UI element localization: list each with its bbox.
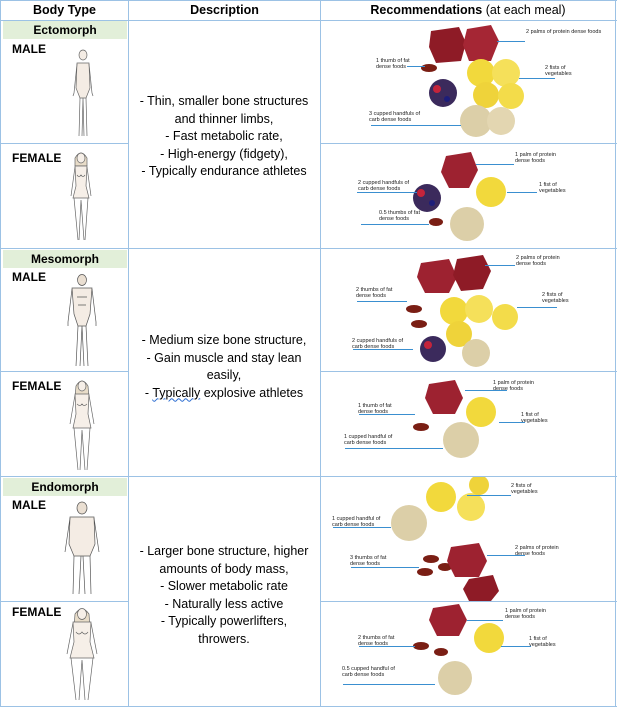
ecto-description: - Thin, smaller bone structures and thin… (128, 93, 320, 181)
ecto-female-food-photo (413, 152, 506, 241)
endo-female-protein-label: 1 palm of protein dense foods (505, 608, 546, 621)
endo-male-figure (64, 501, 100, 595)
ecto-desc-line: - Fast metabolic rate, (165, 129, 283, 143)
meso-male-figure (67, 274, 97, 367)
ecto-desc-line: and thinner limbs, (174, 111, 274, 126)
meso-desc-line: easily, (206, 368, 242, 382)
meso-description: - Medium size bone structure, - Gain mus… (128, 332, 320, 402)
meso-desc-line: - Medium size bone structure, (141, 333, 307, 347)
meso-desc-line: - Gain muscle and stay lean (146, 350, 302, 365)
ecto-male-label: MALE (12, 42, 46, 56)
endo-desc-line: - Slower metabolic rate (160, 579, 288, 593)
endo-male-label: MALE (12, 498, 46, 512)
ecto-female-recommendation: 1 palm of protein dense foods 2 cupped h… (321, 144, 615, 248)
ecto-female-veg-label: 1 fist of vegetables (539, 182, 566, 195)
ecto-male-protein-label: 2 palms of protein dense foods (526, 29, 602, 35)
ecto-male-fat-label: 1 thumb of fat dense foods (376, 58, 410, 71)
header-body-type: Body Type (33, 3, 96, 17)
meso-female-protein-label: 1 palm of protein dense foods (493, 380, 534, 393)
ecto-male-veg-label: 2 fists of vegetables (545, 65, 572, 78)
endo-female-carb-label: 0.5 cupped handful of carb dense foods (342, 666, 395, 679)
header-recommendations-suffix: (at each meal) (485, 3, 566, 17)
type-label-mesomorph: Mesomorph (3, 250, 127, 268)
endo-female-figure (66, 608, 98, 701)
ecto-female-label: FEMALE (12, 151, 62, 165)
meso-male-food-photo (406, 255, 518, 367)
endo-male-veg-label: 2 fists of vegetables (511, 483, 538, 496)
ecto-male-carb-label: 3 cupped handfuls of carb dense foods (369, 111, 421, 124)
endo-desc-line: - Typically powerlifters, (160, 614, 288, 628)
endo-female-recommendation: 1 palm of protein dense foods 2 thumbs o… (321, 602, 615, 706)
meso-female-recommendation: 1 palm of protein dense foods 1 thumb of… (321, 372, 615, 476)
header-description: Description (190, 3, 259, 17)
endo-male-carb-label: 1 cupped handful of carb dense foods (332, 516, 381, 529)
endo-male-food-photo (391, 477, 499, 601)
meso-female-veg-label: 1 fist of vegetables (521, 412, 548, 425)
endo-male-protein-label: 2 palms of protein dense foods (515, 545, 559, 558)
meso-female-carb-label: 1 cupped handful of carb dense foods (344, 434, 393, 447)
meso-male-recommendation: 2 palms of protein dense foods 2 thumbs … (321, 249, 615, 371)
type-label-ectomorph: Ectomorph (3, 21, 127, 39)
ecto-female-fat-label: 0.5 thumbs of fat dense foods (379, 210, 420, 223)
ecto-female-protein-label: 1 palm of protein dense foods (515, 152, 556, 165)
meso-female-fat-label: 1 thumb of fat dense foods (358, 403, 392, 416)
ecto-female-figure (70, 152, 92, 241)
meso-male-carb-label: 2 cupped handfuls of carb dense foods (352, 338, 404, 351)
ecto-desc-line: - High-energy (fidgety), (160, 146, 288, 161)
ecto-male-figure (72, 49, 94, 137)
ecto-desc-line: - Typically endurance athletes (141, 164, 307, 178)
meso-male-veg-label: 2 fists of vegetables (542, 292, 569, 305)
ecto-male-recommendation: 2 palms of protein dense foods 1 thumb o… (321, 21, 615, 143)
header-recommendations: Recommendations (at each meal) (321, 0, 615, 21)
meso-female-figure (69, 380, 95, 471)
endo-desc-line: - Naturally less active (164, 596, 284, 611)
endo-desc-line: throwers. (198, 631, 250, 646)
type-label-endomorph: Endomorph (3, 478, 127, 496)
meso-female-label: FEMALE (12, 379, 62, 393)
ecto-desc-line: - Thin, smaller bone structures (139, 94, 309, 108)
header-recommendations-label: Recommendations (370, 3, 483, 17)
meso-male-fat-label: 2 thumbs of fat dense foods (356, 287, 393, 300)
meso-male-protein-label: 2 palms of protein dense foods (516, 255, 560, 268)
ecto-male-food-photo (421, 25, 524, 137)
endo-male-fat-label: 3 thumbs of fat dense foods (350, 555, 387, 568)
ecto-female-carb-label: 2 cupped handfuls of carb dense foods (358, 180, 410, 193)
endo-female-fat-label: 2 thumbs of fat dense foods (358, 635, 395, 648)
endo-female-label: FEMALE (12, 605, 62, 619)
meso-desc-line-last: - Typically explosive athletes (144, 385, 304, 400)
endo-description: - Larger bone structure, higher amounts … (128, 543, 320, 648)
endo-desc-line: - Larger bone structure, higher (139, 544, 309, 558)
meso-female-food-photo (413, 380, 496, 458)
endo-female-veg-label: 1 fist of vegetables (529, 636, 556, 649)
meso-male-label: MALE (12, 270, 46, 284)
endo-female-food-photo (413, 604, 504, 695)
endo-male-recommendation: 2 fists of vegetables 1 cupped handful o… (321, 477, 615, 601)
meso-desc-underlined-word: Typically (152, 385, 201, 400)
endo-desc-line: amounts of body mass, (159, 561, 289, 576)
